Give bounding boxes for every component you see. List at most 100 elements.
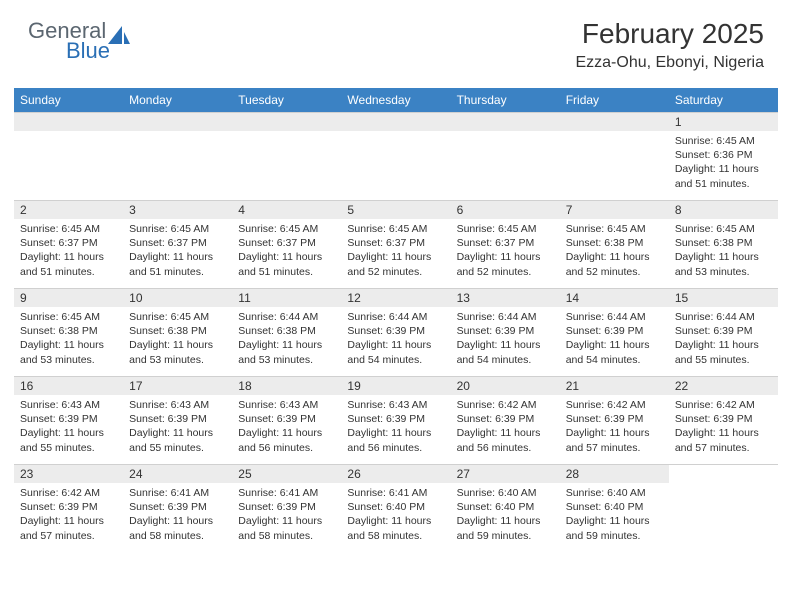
day-content: Sunrise: 6:44 AMSunset: 6:39 PMDaylight:…	[451, 307, 560, 371]
day-number: 19	[341, 377, 450, 395]
calendar-row: 16Sunrise: 6:43 AMSunset: 6:39 PMDayligh…	[14, 377, 778, 465]
calendar-cell: 9Sunrise: 6:45 AMSunset: 6:38 PMDaylight…	[14, 289, 123, 377]
day-content: Sunrise: 6:43 AMSunset: 6:39 PMDaylight:…	[14, 395, 123, 459]
calendar-cell: 14Sunrise: 6:44 AMSunset: 6:39 PMDayligh…	[560, 289, 669, 377]
day-number: 25	[232, 465, 341, 483]
day-content: Sunrise: 6:45 AMSunset: 6:38 PMDaylight:…	[14, 307, 123, 371]
day-content: Sunrise: 6:42 AMSunset: 6:39 PMDaylight:…	[14, 483, 123, 547]
weekday-header: Friday	[560, 88, 669, 113]
calendar-cell-empty	[14, 113, 123, 201]
day-number: 20	[451, 377, 560, 395]
weekday-header: Saturday	[669, 88, 778, 113]
day-content: Sunrise: 6:45 AMSunset: 6:38 PMDaylight:…	[669, 219, 778, 283]
calendar-cell: 22Sunrise: 6:42 AMSunset: 6:39 PMDayligh…	[669, 377, 778, 465]
logo-sail-icon	[108, 26, 130, 44]
calendar-cell: 13Sunrise: 6:44 AMSunset: 6:39 PMDayligh…	[451, 289, 560, 377]
calendar-cell: 21Sunrise: 6:42 AMSunset: 6:39 PMDayligh…	[560, 377, 669, 465]
calendar-cell-empty	[451, 113, 560, 201]
calendar-cell: 5Sunrise: 6:45 AMSunset: 6:37 PMDaylight…	[341, 201, 450, 289]
day-number-empty	[123, 113, 232, 131]
day-number: 26	[341, 465, 450, 483]
calendar-cell: 11Sunrise: 6:44 AMSunset: 6:38 PMDayligh…	[232, 289, 341, 377]
weekday-header: Wednesday	[341, 88, 450, 113]
day-number: 17	[123, 377, 232, 395]
calendar-cell-empty	[232, 113, 341, 201]
calendar-cell: 2Sunrise: 6:45 AMSunset: 6:37 PMDaylight…	[14, 201, 123, 289]
day-number: 21	[560, 377, 669, 395]
day-number: 6	[451, 201, 560, 219]
day-content: Sunrise: 6:45 AMSunset: 6:37 PMDaylight:…	[123, 219, 232, 283]
day-number: 14	[560, 289, 669, 307]
calendar-cell: 16Sunrise: 6:43 AMSunset: 6:39 PMDayligh…	[14, 377, 123, 465]
calendar-cell: 18Sunrise: 6:43 AMSunset: 6:39 PMDayligh…	[232, 377, 341, 465]
day-number: 4	[232, 201, 341, 219]
calendar-row: 23Sunrise: 6:42 AMSunset: 6:39 PMDayligh…	[14, 465, 778, 553]
logo: GeneralBlue	[28, 18, 130, 64]
day-number: 8	[669, 201, 778, 219]
day-content: Sunrise: 6:44 AMSunset: 6:38 PMDaylight:…	[232, 307, 341, 371]
calendar-cell-empty	[560, 113, 669, 201]
day-content: Sunrise: 6:44 AMSunset: 6:39 PMDaylight:…	[669, 307, 778, 371]
day-number-empty	[14, 113, 123, 131]
weekday-header: Sunday	[14, 88, 123, 113]
day-number-empty	[560, 113, 669, 131]
day-number: 1	[669, 113, 778, 131]
title-block: February 2025 Ezza-Ohu, Ebonyi, Nigeria	[575, 18, 764, 72]
day-number-empty	[232, 113, 341, 131]
calendar-row: 2Sunrise: 6:45 AMSunset: 6:37 PMDaylight…	[14, 201, 778, 289]
day-content: Sunrise: 6:42 AMSunset: 6:39 PMDaylight:…	[451, 395, 560, 459]
calendar-cell: 6Sunrise: 6:45 AMSunset: 6:37 PMDaylight…	[451, 201, 560, 289]
location-subtitle: Ezza-Ohu, Ebonyi, Nigeria	[575, 54, 764, 72]
calendar-row: 9Sunrise: 6:45 AMSunset: 6:38 PMDaylight…	[14, 289, 778, 377]
day-content: Sunrise: 6:41 AMSunset: 6:40 PMDaylight:…	[341, 483, 450, 547]
calendar-cell: 28Sunrise: 6:40 AMSunset: 6:40 PMDayligh…	[560, 465, 669, 553]
calendar-table: SundayMondayTuesdayWednesdayThursdayFrid…	[14, 88, 778, 553]
calendar-cell: 19Sunrise: 6:43 AMSunset: 6:39 PMDayligh…	[341, 377, 450, 465]
day-content: Sunrise: 6:45 AMSunset: 6:37 PMDaylight:…	[451, 219, 560, 283]
day-content: Sunrise: 6:44 AMSunset: 6:39 PMDaylight:…	[560, 307, 669, 371]
calendar-cell: 27Sunrise: 6:40 AMSunset: 6:40 PMDayligh…	[451, 465, 560, 553]
calendar-cell: 4Sunrise: 6:45 AMSunset: 6:37 PMDaylight…	[232, 201, 341, 289]
calendar-cell: 15Sunrise: 6:44 AMSunset: 6:39 PMDayligh…	[669, 289, 778, 377]
day-number: 7	[560, 201, 669, 219]
day-number: 11	[232, 289, 341, 307]
day-number: 22	[669, 377, 778, 395]
calendar-header-row: SundayMondayTuesdayWednesdayThursdayFrid…	[14, 88, 778, 113]
day-number: 23	[14, 465, 123, 483]
day-number: 12	[341, 289, 450, 307]
day-content: Sunrise: 6:42 AMSunset: 6:39 PMDaylight:…	[669, 395, 778, 459]
day-number-empty	[341, 113, 450, 131]
calendar-body: 1Sunrise: 6:45 AMSunset: 6:36 PMDaylight…	[14, 113, 778, 553]
day-content: Sunrise: 6:42 AMSunset: 6:39 PMDaylight:…	[560, 395, 669, 459]
weekday-header: Tuesday	[232, 88, 341, 113]
day-number: 27	[451, 465, 560, 483]
day-number: 16	[14, 377, 123, 395]
header: GeneralBlue February 2025 Ezza-Ohu, Ebon…	[0, 0, 792, 80]
day-content: Sunrise: 6:41 AMSunset: 6:39 PMDaylight:…	[123, 483, 232, 547]
day-number-empty	[451, 113, 560, 131]
calendar-cell: 25Sunrise: 6:41 AMSunset: 6:39 PMDayligh…	[232, 465, 341, 553]
calendar-cell: 10Sunrise: 6:45 AMSunset: 6:38 PMDayligh…	[123, 289, 232, 377]
calendar-cell: 24Sunrise: 6:41 AMSunset: 6:39 PMDayligh…	[123, 465, 232, 553]
month-title: February 2025	[575, 18, 764, 50]
day-content: Sunrise: 6:40 AMSunset: 6:40 PMDaylight:…	[560, 483, 669, 547]
calendar-cell: 1Sunrise: 6:45 AMSunset: 6:36 PMDaylight…	[669, 113, 778, 201]
day-number: 28	[560, 465, 669, 483]
day-content: Sunrise: 6:45 AMSunset: 6:36 PMDaylight:…	[669, 131, 778, 195]
day-content: Sunrise: 6:45 AMSunset: 6:37 PMDaylight:…	[341, 219, 450, 283]
day-content: Sunrise: 6:40 AMSunset: 6:40 PMDaylight:…	[451, 483, 560, 547]
calendar-cell-empty	[341, 113, 450, 201]
calendar-row: 1Sunrise: 6:45 AMSunset: 6:36 PMDaylight…	[14, 113, 778, 201]
day-content: Sunrise: 6:41 AMSunset: 6:39 PMDaylight:…	[232, 483, 341, 547]
day-content: Sunrise: 6:43 AMSunset: 6:39 PMDaylight:…	[123, 395, 232, 459]
calendar-cell: 3Sunrise: 6:45 AMSunset: 6:37 PMDaylight…	[123, 201, 232, 289]
weekday-header: Thursday	[451, 88, 560, 113]
calendar-cell: 20Sunrise: 6:42 AMSunset: 6:39 PMDayligh…	[451, 377, 560, 465]
calendar-cell: 26Sunrise: 6:41 AMSunset: 6:40 PMDayligh…	[341, 465, 450, 553]
day-number: 9	[14, 289, 123, 307]
calendar-cell: 17Sunrise: 6:43 AMSunset: 6:39 PMDayligh…	[123, 377, 232, 465]
weekday-header: Monday	[123, 88, 232, 113]
day-content: Sunrise: 6:45 AMSunset: 6:37 PMDaylight:…	[232, 219, 341, 283]
day-number: 15	[669, 289, 778, 307]
day-number: 24	[123, 465, 232, 483]
